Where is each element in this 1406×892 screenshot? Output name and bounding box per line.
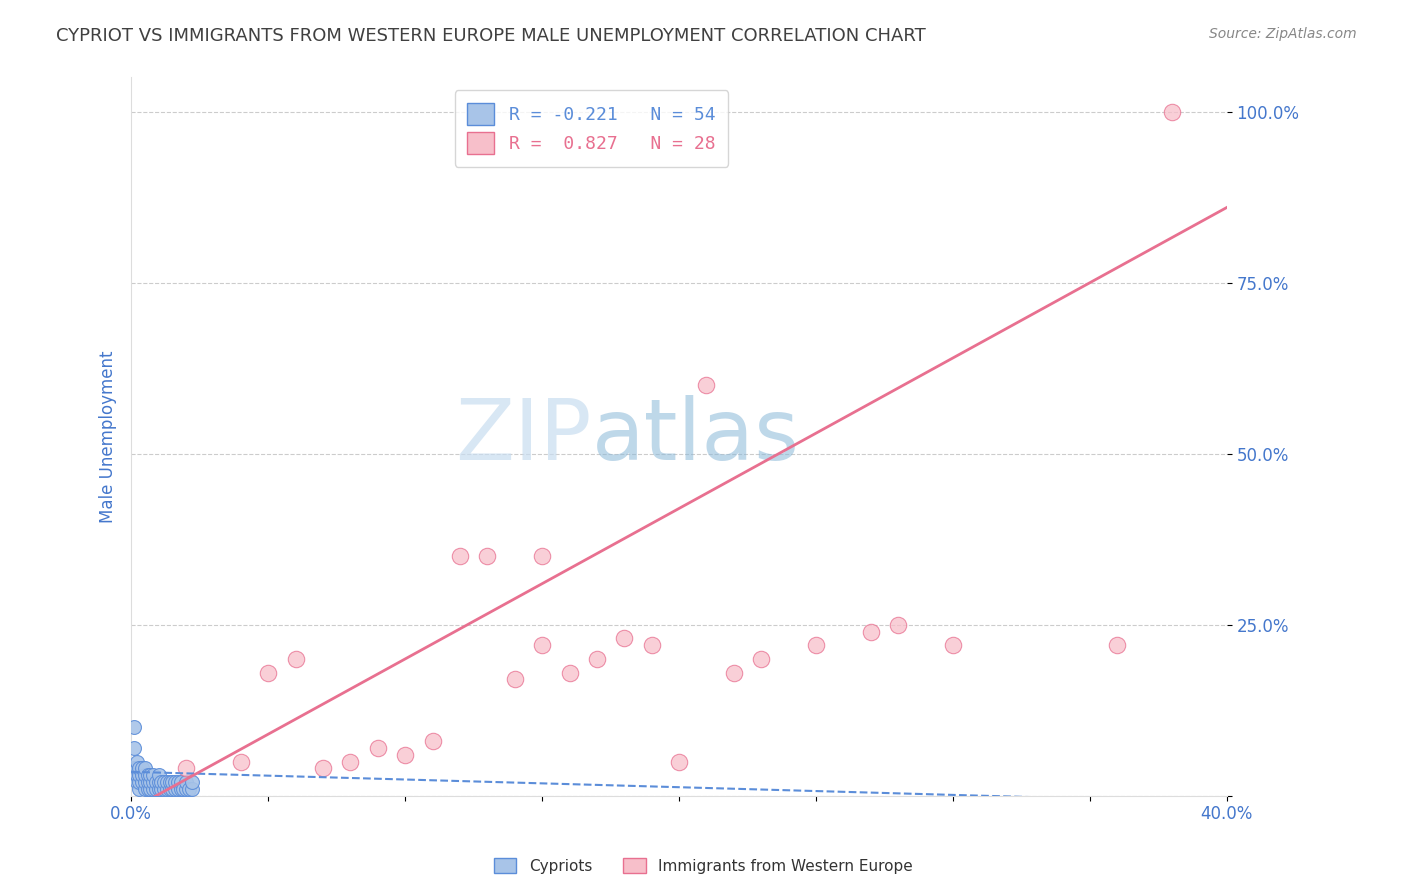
Point xyxy=(174,775,197,789)
Point xyxy=(887,617,910,632)
Point xyxy=(162,775,184,789)
Point xyxy=(449,549,471,564)
Point xyxy=(128,768,150,782)
Point xyxy=(169,781,191,796)
Point xyxy=(586,652,609,666)
Point xyxy=(136,768,159,782)
Point xyxy=(165,781,187,796)
Point xyxy=(134,775,156,789)
Point xyxy=(1161,104,1184,119)
Point xyxy=(131,768,153,782)
Point xyxy=(859,624,882,639)
Point xyxy=(128,761,150,775)
Point xyxy=(122,761,145,775)
Point xyxy=(148,768,170,782)
Point xyxy=(145,781,167,796)
Point xyxy=(367,740,389,755)
Point xyxy=(134,781,156,796)
Point xyxy=(749,652,772,666)
Point xyxy=(136,775,159,789)
Point xyxy=(148,775,170,789)
Point xyxy=(174,781,197,796)
Point xyxy=(153,775,176,789)
Point xyxy=(156,775,179,789)
Point xyxy=(166,781,188,796)
Point xyxy=(139,775,162,789)
Point xyxy=(229,755,252,769)
Point xyxy=(139,781,162,796)
Point xyxy=(136,781,159,796)
Text: CYPRIOT VS IMMIGRANTS FROM WESTERN EUROPE MALE UNEMPLOYMENT CORRELATION CHART: CYPRIOT VS IMMIGRANTS FROM WESTERN EUROP… xyxy=(56,27,927,45)
Point xyxy=(558,665,581,680)
Point xyxy=(159,775,181,789)
Point xyxy=(150,781,173,796)
Point xyxy=(131,761,153,775)
Point xyxy=(150,775,173,789)
Point xyxy=(134,768,156,782)
Point xyxy=(122,740,145,755)
Point xyxy=(128,781,150,796)
Point xyxy=(169,775,191,789)
Point xyxy=(142,768,165,782)
Point xyxy=(613,632,636,646)
Point xyxy=(531,638,554,652)
Text: ZIP: ZIP xyxy=(456,395,592,478)
Point xyxy=(695,378,717,392)
Point xyxy=(531,549,554,564)
Point xyxy=(156,781,179,796)
Point xyxy=(125,775,148,789)
Point xyxy=(125,761,148,775)
Point xyxy=(142,781,165,796)
Point xyxy=(159,781,181,796)
Point xyxy=(640,638,662,652)
Legend: R = -0.221   N = 54, R =  0.827   N = 28: R = -0.221 N = 54, R = 0.827 N = 28 xyxy=(454,90,728,167)
Point xyxy=(125,768,148,782)
Point xyxy=(125,755,148,769)
Legend: Cypriots, Immigrants from Western Europe: Cypriots, Immigrants from Western Europe xyxy=(488,852,918,880)
Text: Source: ZipAtlas.com: Source: ZipAtlas.com xyxy=(1209,27,1357,41)
Point xyxy=(148,781,170,796)
Point xyxy=(804,638,827,652)
Point xyxy=(723,665,745,680)
Point xyxy=(477,549,499,564)
Point xyxy=(668,755,690,769)
Point xyxy=(312,761,335,775)
Point xyxy=(422,734,444,748)
Point xyxy=(180,775,202,789)
Point xyxy=(131,775,153,789)
Text: atlas: atlas xyxy=(592,395,800,478)
Point xyxy=(134,761,156,775)
Point xyxy=(339,755,361,769)
Point xyxy=(180,781,202,796)
Point xyxy=(145,775,167,789)
Point xyxy=(257,665,280,680)
Point xyxy=(172,781,194,796)
Point xyxy=(1107,638,1129,652)
Point xyxy=(942,638,965,652)
Point xyxy=(174,761,197,775)
Point xyxy=(122,720,145,734)
Point xyxy=(165,775,187,789)
Point xyxy=(128,775,150,789)
Point xyxy=(503,673,526,687)
Point xyxy=(166,775,188,789)
Point xyxy=(142,775,165,789)
Point xyxy=(162,781,184,796)
Point xyxy=(394,747,416,762)
Point xyxy=(177,781,200,796)
Point xyxy=(153,781,176,796)
Point xyxy=(139,768,162,782)
Point xyxy=(284,652,307,666)
Y-axis label: Male Unemployment: Male Unemployment xyxy=(100,351,117,523)
